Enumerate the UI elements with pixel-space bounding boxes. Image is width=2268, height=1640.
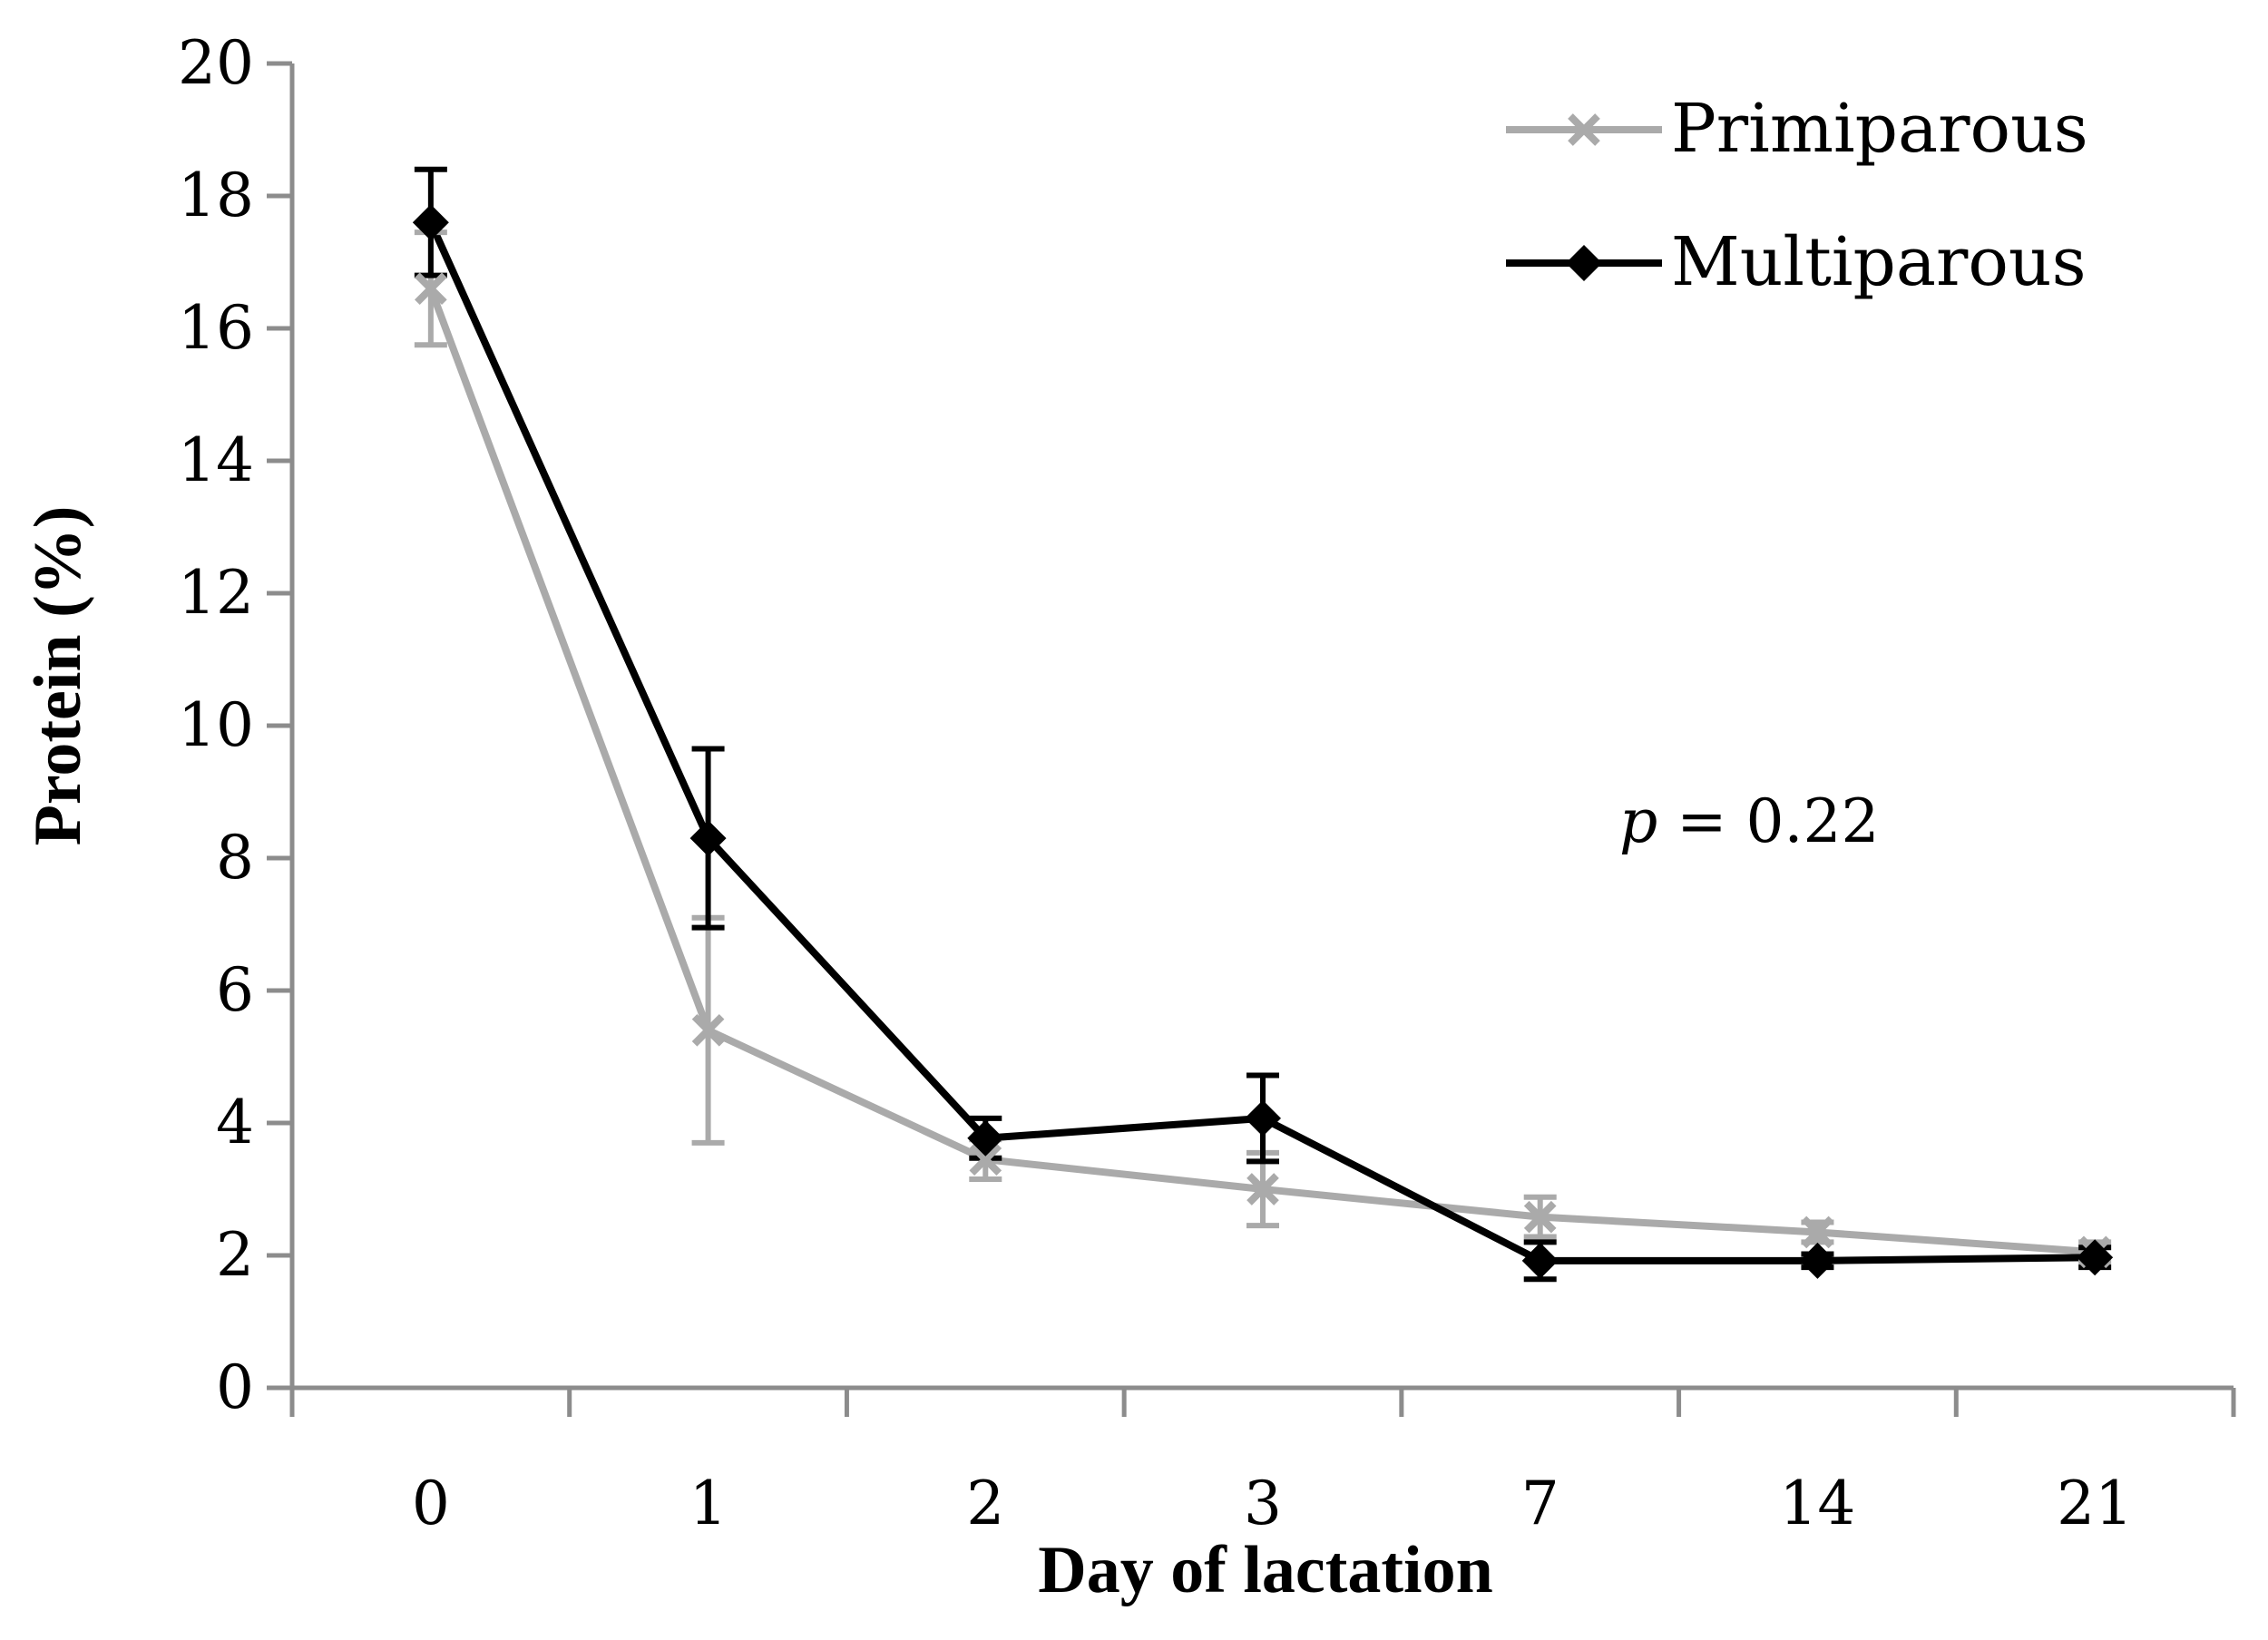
x-tick-label: 3	[1244, 1469, 1282, 1538]
x-tick-label: 0	[412, 1469, 450, 1538]
legend-label-primiparous: Primiparous	[1671, 90, 2088, 168]
x-tick-label: 7	[1521, 1469, 1559, 1538]
y-tick-label: 20	[178, 28, 254, 98]
data-point-multiparous	[412, 204, 449, 241]
y-tick-label: 6	[216, 955, 254, 1025]
y-axis-ticks: 0 2 4 6 8 10 12 14 16 18 20	[178, 28, 292, 1422]
y-tick-label: 14	[178, 425, 254, 495]
data-point-multiparous	[689, 820, 727, 857]
x-tick-label: 21	[2057, 1469, 2133, 1538]
x-tick-label: 2	[966, 1469, 1004, 1538]
series-group	[412, 166, 2114, 1283]
data-point-multiparous	[1521, 1242, 1559, 1279]
legend-marker-primiparous	[1568, 113, 1600, 146]
data-point-multiparous	[967, 1119, 1004, 1157]
x-axis-ticks: 0 1 2 3 7 14 21	[289, 1388, 2236, 1538]
y-tick-label: 10	[178, 690, 254, 760]
data-point-primiparous	[1246, 1173, 1279, 1206]
legend: Primiparous Multiparous	[1506, 90, 2088, 301]
data-point-primiparous	[1523, 1200, 1557, 1234]
p-value-text: = 0.22	[1657, 786, 1879, 856]
y-tick-label: 8	[216, 823, 254, 893]
data-point-multiparous	[1799, 1242, 1836, 1279]
data-point-primiparous	[1801, 1215, 1834, 1249]
y-tick-label: 2	[216, 1220, 254, 1290]
data-point-primiparous	[969, 1143, 1002, 1176]
p-value-symbol: p	[1619, 786, 1657, 856]
data-point-multiparous	[1245, 1099, 1281, 1137]
y-tick-label: 16	[178, 293, 254, 363]
legend-label-multiparous: Multiparous	[1671, 223, 2087, 301]
x-tick-label: 14	[1779, 1469, 1855, 1538]
y-tick-label: 4	[216, 1088, 254, 1157]
x-tick-label: 1	[689, 1469, 728, 1538]
y-tick-label: 18	[178, 161, 254, 230]
p-value-annotation: p = 0.22	[1619, 786, 1879, 856]
data-point-multiparous	[2077, 1239, 2114, 1276]
x-axis-title: Day of lactation	[1038, 1533, 1493, 1607]
y-tick-label: 12	[178, 558, 254, 628]
data-point-primiparous	[691, 1013, 725, 1047]
y-axis-title: Protein (%)	[21, 506, 95, 846]
data-point-primiparous	[415, 272, 447, 306]
y-tick-label: 0	[216, 1352, 254, 1422]
legend-marker-multiparous	[1566, 245, 1602, 281]
markers-multiparous	[412, 204, 2114, 1279]
